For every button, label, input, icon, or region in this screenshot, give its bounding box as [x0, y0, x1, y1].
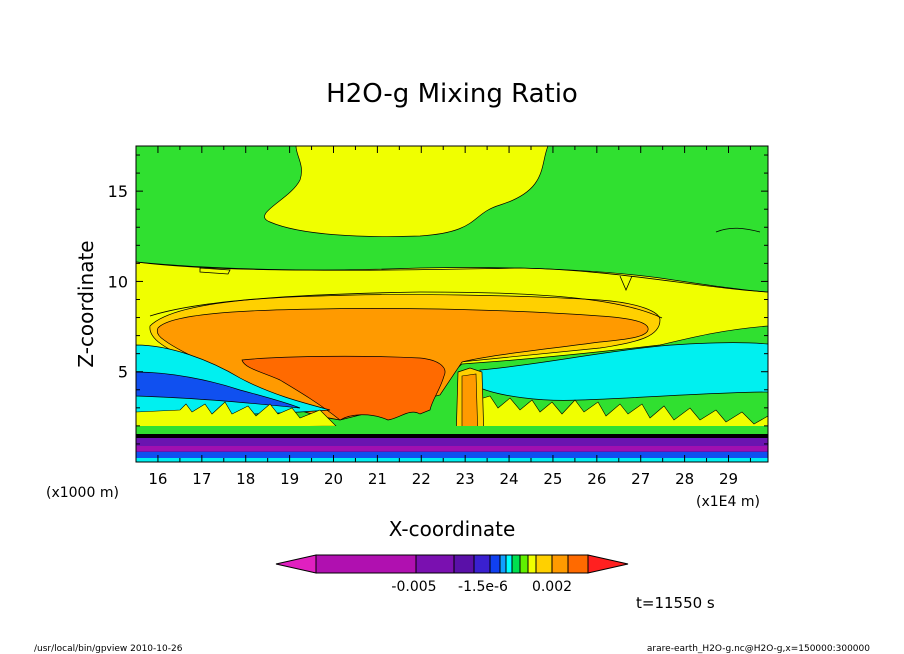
contour-line-2 — [149, 291, 663, 319]
field-layer-black — [136, 434, 768, 438]
x-tick-label: 26 — [587, 470, 606, 488]
y-tick-label: 5 — [118, 363, 128, 382]
field-cyan-right — [479, 342, 768, 401]
colorbar-tick-label: -0.005 — [391, 579, 436, 595]
x-tick-label: 21 — [368, 470, 387, 488]
x-axis: 16 17 18 19 20 21 22 23 24 25 26 27 28 29 — [135, 146, 751, 488]
x-tick-label: 27 — [631, 470, 650, 488]
colorbar-end-low — [275, 554, 317, 574]
colorbar-segment — [505, 554, 513, 574]
field-blue-left — [136, 371, 301, 409]
chart-title: H2O-g Mixing Ratio — [326, 79, 578, 109]
colorbar-segment — [527, 554, 537, 574]
y-axis: 5 10 15 — [108, 154, 768, 445]
colorbar-segment — [473, 554, 491, 574]
field-layer-green-low — [136, 426, 768, 436]
colorbar-segment — [499, 554, 507, 574]
footer-right: arare-earth_H2O-g.nc@H2O-g,x=150000:3000… — [647, 644, 870, 654]
colorbar-segment — [415, 554, 455, 574]
colorbar-tick-label: 0.002 — [532, 579, 572, 595]
y-tick-label: 15 — [108, 182, 128, 201]
footer-left: /usr/local/bin/gpview 2010-10-26 — [34, 644, 183, 654]
field-layer-magenta — [136, 446, 768, 451]
contour-line-4 — [619, 275, 633, 292]
colorbar-tick-labels: -0.005 -1.5e-6 0.002 — [391, 579, 572, 595]
x-unit-left: (x1000 m) — [46, 485, 119, 501]
x-axis-label: X-coordinate — [389, 517, 516, 541]
x-tick-label: 24 — [500, 470, 519, 488]
colorbar-segment — [519, 554, 529, 574]
x-tick-label: 16 — [148, 470, 167, 488]
colorbar-end-high — [587, 554, 629, 574]
x-tick-label: 25 — [543, 470, 562, 488]
colorbar-segment — [551, 554, 569, 574]
colorbar-segment — [535, 554, 553, 574]
plot-border — [135, 145, 769, 463]
x-tick-label: 29 — [719, 470, 738, 488]
x-tick-label: 20 — [324, 470, 343, 488]
colorbar-tick-label: -1.5e-6 — [458, 579, 508, 595]
colorbar-segment — [489, 554, 501, 574]
colorbar — [275, 554, 629, 574]
x-tick-label: 28 — [675, 470, 694, 488]
x-tick-label: 22 — [412, 470, 431, 488]
field-layer-blue-bottom — [136, 452, 768, 458]
field-layer-cyan-bottom — [136, 458, 768, 462]
y-tick-label: 10 — [108, 272, 128, 291]
y-axis-label: Z-coordinate — [74, 240, 98, 367]
time-label: t=11550 s — [636, 594, 715, 612]
x-tick-label: 17 — [192, 470, 211, 488]
plot-frame — [135, 145, 769, 463]
colorbar-segment — [511, 554, 521, 574]
field-lower-fringe — [136, 401, 337, 429]
contour-line-3 — [199, 267, 231, 275]
x-tick-label: 19 — [280, 470, 299, 488]
x-tick-label: 23 — [456, 470, 475, 488]
x-tick-label: 18 — [236, 470, 255, 488]
contour-line-5 — [715, 227, 761, 233]
field-upper-anvil — [264, 146, 549, 237]
contour-line-1 — [136, 261, 768, 293]
field-peak — [241, 355, 446, 421]
colorbar-segment — [567, 554, 589, 574]
colorbar-segment — [453, 554, 475, 574]
plot-field — [136, 146, 768, 462]
x-unit-right: (x1E4 m) — [696, 494, 760, 510]
colorbar-segment — [315, 554, 417, 574]
